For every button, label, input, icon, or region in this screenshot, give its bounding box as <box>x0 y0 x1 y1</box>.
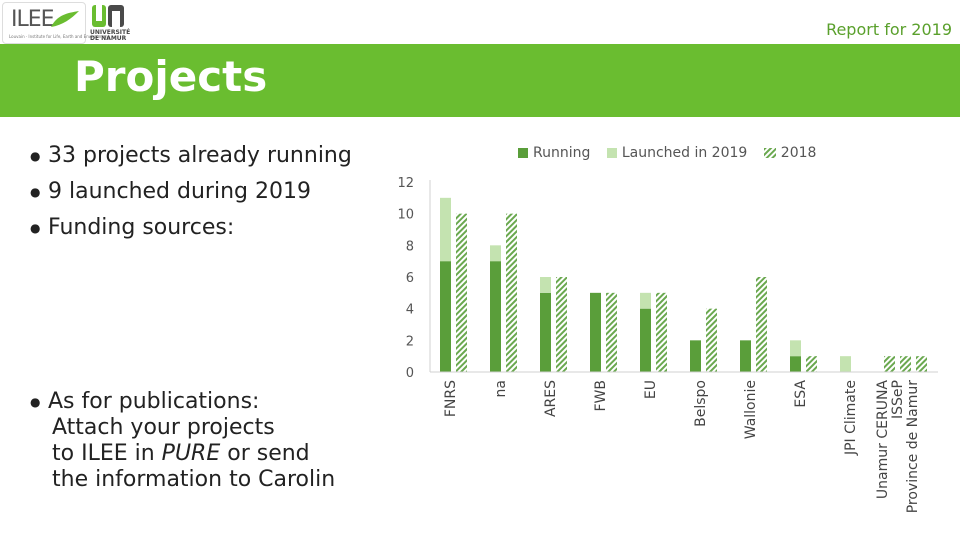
bar-2018 <box>506 213 517 372</box>
x-tick-label: FWB <box>593 380 609 412</box>
bullet-item: ● 9 launched during 2019 <box>30 174 352 210</box>
bar-2018 <box>884 356 895 372</box>
bullet-text: Funding sources: <box>48 215 235 240</box>
x-tick-label: na <box>493 380 509 397</box>
unamur-logo-icon <box>92 5 124 27</box>
publications-text: to ILEE in <box>52 441 162 466</box>
bar-2018 <box>916 356 927 372</box>
bullet-item: ● 33 projects already running <box>30 138 352 174</box>
bar-running <box>440 261 451 372</box>
legend-item-2018: 2018 <box>763 145 817 161</box>
bar-running <box>590 292 601 372</box>
bar-2018 <box>656 292 667 372</box>
bullet-text: 33 projects already running <box>48 143 352 168</box>
bullet-icon: ● <box>30 185 41 199</box>
legend-label: Running <box>533 145 591 161</box>
bullet-icon: ● <box>30 221 41 235</box>
bar-running <box>540 292 551 372</box>
bar-2018 <box>706 308 717 372</box>
bar-2018 <box>456 213 467 372</box>
title-banner <box>0 44 960 117</box>
legend-item-launched: Launched in 2019 <box>606 145 748 161</box>
publications-text: or send <box>220 441 310 466</box>
publications-note: ● As for publications: Attach your projec… <box>30 389 335 493</box>
report-label: Report for 2019 <box>826 20 952 39</box>
y-tick-label: 0 <box>406 366 414 381</box>
publications-heading: As for publications: <box>48 389 260 414</box>
bar-launched <box>840 356 851 372</box>
x-tick-label: Unamur CERUNA <box>875 380 891 499</box>
bar-running <box>690 340 701 372</box>
bar-launched <box>790 340 801 357</box>
x-tick-label: Belspo <box>693 380 709 427</box>
bullet-icon: ● <box>30 149 41 163</box>
bar-running <box>640 308 651 372</box>
bar-2018 <box>756 277 767 372</box>
x-tick-label: Wallonie <box>743 380 759 439</box>
x-tick-label: ESA <box>793 380 809 408</box>
y-tick-label: 6 <box>406 271 414 286</box>
bar-launched <box>540 277 551 293</box>
bar-running <box>740 340 751 372</box>
x-tick-label: EU <box>643 380 659 399</box>
ilee-logo-subtitle: Louvain · Institute for Life, Earth and … <box>9 34 110 39</box>
pure-link-text: PURE <box>161 441 221 466</box>
x-tick-label: ISSeP <box>890 380 906 419</box>
x-tick-label: JPI Climate <box>843 380 859 456</box>
ilee-logo-text: ILEE <box>11 7 55 32</box>
publications-line: to ILEE in PURE or send <box>30 441 335 467</box>
y-tick-label: 12 <box>397 176 414 191</box>
bar-2018 <box>606 292 617 372</box>
bullet-item: ● Funding sources: <box>30 210 352 246</box>
y-tick-label: 8 <box>406 239 414 254</box>
bar-2018 <box>806 356 817 372</box>
x-tick-label: ARES <box>543 380 559 417</box>
funding-chart: 0 2 4 6 8 10 12 FNRS na ARES FWB EU Belspo Wallonie E… <box>397 176 938 514</box>
bullet-text: 9 launched during 2019 <box>48 179 311 204</box>
legend-item-running: Running <box>518 145 590 161</box>
publications-line: the information to Carolin <box>52 467 336 492</box>
leaf-icon <box>51 11 79 27</box>
bar-launched <box>440 197 451 262</box>
y-tick-label: 4 <box>406 303 414 318</box>
bar-running <box>790 356 801 372</box>
x-tick-label: FNRS <box>443 380 459 417</box>
bullet-icon: ● <box>30 395 41 409</box>
ilee-logo: ILEE Louvain · Institute for Life, Earth… <box>2 2 109 44</box>
publications-line: Attach your projects <box>52 415 275 440</box>
bar-launched <box>490 245 501 262</box>
legend-swatch-2018 <box>763 148 776 158</box>
x-tick-label: Province de Namur <box>905 380 921 514</box>
logo-area: ILEE Louvain · Institute for Life, Earth… <box>0 0 132 44</box>
legend-swatch-launched <box>606 148 617 158</box>
bar-launched <box>640 292 651 309</box>
publications-heading-row: ● As for publications: <box>30 389 335 415</box>
unamur-logo-text: UNIVERSITÉ DE NAMUR <box>90 29 131 42</box>
y-tick-label: 2 <box>406 334 414 349</box>
page-title: Projects <box>74 52 268 101</box>
legend-label: Launched in 2019 <box>621 145 748 161</box>
bullet-list: ● 33 projects already running ● 9 launched… <box>30 138 352 246</box>
bar-running <box>490 261 501 372</box>
legend-swatch-running <box>518 148 528 158</box>
bar-2018 <box>556 277 567 372</box>
legend-label: 2018 <box>780 145 817 161</box>
chart-legend: Running Launched in 2019 2018 <box>518 145 828 161</box>
bar-2018 <box>900 356 911 372</box>
y-tick-label: 10 <box>397 208 414 223</box>
